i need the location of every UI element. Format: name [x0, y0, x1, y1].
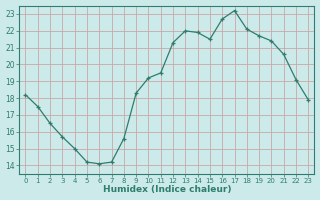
X-axis label: Humidex (Indice chaleur): Humidex (Indice chaleur): [103, 185, 231, 194]
